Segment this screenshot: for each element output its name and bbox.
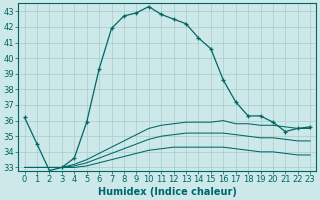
X-axis label: Humidex (Indice chaleur): Humidex (Indice chaleur): [98, 187, 237, 197]
